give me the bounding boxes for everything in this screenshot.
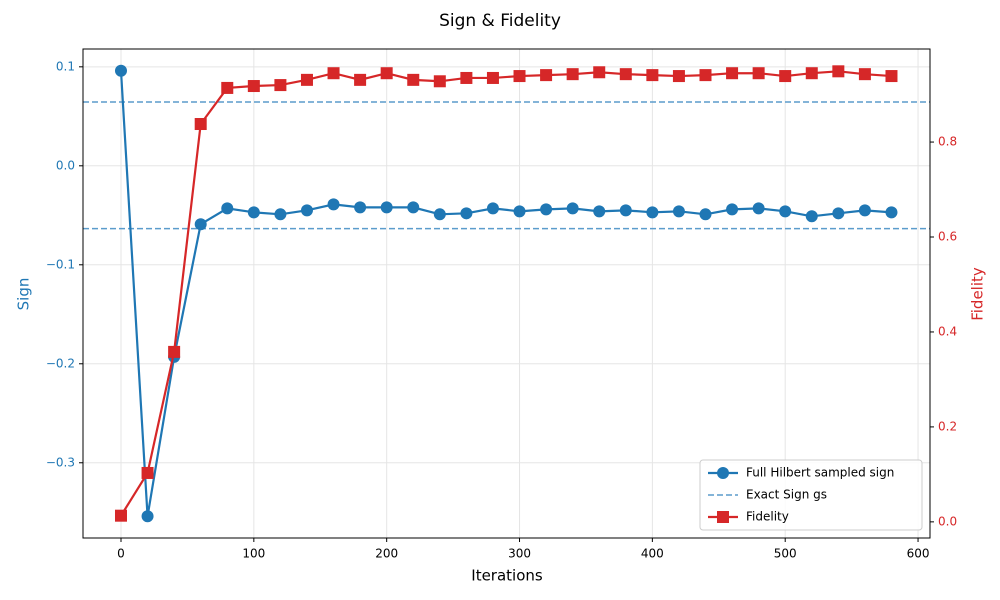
legend-box: [699, 459, 923, 531]
marker: [274, 208, 287, 221]
marker: [805, 67, 818, 80]
marker: [460, 71, 473, 84]
plot-frame: [82, 48, 931, 539]
marker: [460, 207, 473, 220]
y-tick-label: −0.1: [46, 257, 75, 271]
marker: [513, 205, 526, 218]
marker: [646, 69, 659, 82]
marker: [566, 68, 579, 81]
marker: [300, 73, 313, 86]
legend-label: Exact Sign gs: [746, 488, 827, 502]
y-axis-label: Sign: [15, 278, 33, 311]
marker: [779, 70, 792, 83]
marker: [752, 67, 765, 80]
marker: [354, 73, 367, 86]
marker: [486, 202, 499, 215]
legend: Full Hilbert sampled sign Exact Sign gs Fi…: [699, 459, 923, 531]
y2-axis-label: Fidelity: [969, 267, 987, 321]
marker: [221, 81, 234, 94]
y-tick-label: −0.3: [46, 455, 75, 469]
marker: [114, 64, 127, 77]
marker: [699, 69, 712, 82]
marker: [726, 203, 739, 216]
marker: [885, 70, 898, 83]
marker: [619, 68, 632, 81]
marker: [513, 70, 526, 83]
marker: [327, 198, 340, 211]
marker: [619, 204, 632, 217]
marker: [646, 206, 659, 219]
marker: [672, 70, 685, 83]
marker: [380, 67, 393, 80]
y-tick-label: 0.0: [56, 158, 75, 172]
x-tick-label: 300: [508, 547, 531, 561]
marker: [540, 69, 553, 82]
marker: [247, 80, 260, 93]
marker: [486, 71, 499, 84]
legend-marker: [717, 511, 729, 523]
y2-tick-label: 0.4: [938, 324, 957, 338]
marker: [805, 210, 818, 223]
marker: [380, 201, 393, 214]
y2-tick-label: 0.6: [938, 230, 957, 244]
marker: [300, 204, 313, 217]
y2-tick-label: 0.2: [938, 419, 957, 433]
marker: [858, 204, 871, 217]
marker: [566, 202, 579, 215]
marker: [194, 218, 207, 231]
x-tick-label: 200: [375, 547, 398, 561]
y2-tick-label: 0.0: [938, 514, 957, 528]
x-tick-label: 0: [117, 547, 125, 561]
marker: [407, 201, 420, 214]
marker: [779, 205, 792, 218]
marker: [752, 202, 765, 215]
legend-label: Full Hilbert sampled sign: [746, 466, 894, 480]
y-tick-label: 0.1: [56, 59, 75, 73]
marker: [141, 510, 154, 523]
x-tick-label: 100: [242, 547, 265, 561]
marker: [407, 73, 420, 86]
x-tick-label: 400: [641, 547, 664, 561]
marker: [433, 208, 446, 221]
x-tick-label: 600: [907, 547, 930, 561]
marker: [327, 67, 340, 80]
marker: [168, 345, 181, 358]
marker: [858, 68, 871, 81]
marker: [433, 75, 446, 88]
marker: [699, 208, 712, 221]
x-tick-label: 500: [774, 547, 797, 561]
marker: [141, 466, 154, 479]
marker: [194, 118, 207, 131]
marker: [672, 205, 685, 218]
marker: [540, 203, 553, 216]
chart-title: Sign & Fidelity: [439, 11, 561, 31]
marker: [221, 202, 234, 215]
marker: [114, 509, 127, 522]
marker: [354, 201, 367, 214]
y2-tick-label: 0.8: [938, 135, 957, 149]
x-axis-label: Iterations: [471, 567, 543, 585]
legend-label: Fidelity: [746, 510, 789, 524]
series-line: [120, 70, 892, 517]
marker: [726, 67, 739, 80]
series-line: [119, 70, 892, 517]
marker: [593, 205, 606, 218]
marker: [832, 65, 845, 78]
y-tick-label: −0.2: [46, 356, 75, 370]
legend-marker: [717, 467, 729, 479]
marker: [274, 79, 287, 92]
marker: [885, 206, 898, 219]
marker: [247, 206, 260, 219]
marker: [832, 207, 845, 220]
marker: [593, 66, 606, 79]
